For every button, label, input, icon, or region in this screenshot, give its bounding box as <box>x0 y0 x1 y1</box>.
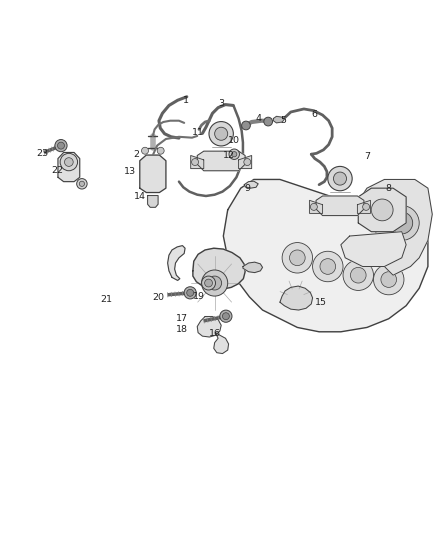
Text: 20: 20 <box>152 293 164 302</box>
Circle shape <box>343 260 374 290</box>
Circle shape <box>333 172 346 185</box>
Circle shape <box>350 268 366 283</box>
Circle shape <box>320 259 336 274</box>
Polygon shape <box>273 116 284 123</box>
Circle shape <box>264 117 272 126</box>
Circle shape <box>374 264 404 295</box>
Text: 4: 4 <box>255 114 261 123</box>
Polygon shape <box>244 181 258 188</box>
Polygon shape <box>316 196 364 215</box>
Circle shape <box>209 122 233 146</box>
Text: 8: 8 <box>386 184 392 192</box>
Circle shape <box>311 204 318 211</box>
Circle shape <box>64 158 73 166</box>
Circle shape <box>229 149 240 159</box>
Circle shape <box>244 158 251 166</box>
Circle shape <box>60 154 78 171</box>
Polygon shape <box>58 152 80 182</box>
Circle shape <box>385 206 419 240</box>
Circle shape <box>242 121 251 130</box>
Circle shape <box>371 199 393 221</box>
Polygon shape <box>214 333 229 353</box>
Circle shape <box>232 151 237 157</box>
Polygon shape <box>197 317 221 337</box>
Polygon shape <box>191 156 204 168</box>
Circle shape <box>157 147 164 154</box>
Text: 15: 15 <box>315 298 327 306</box>
Circle shape <box>215 127 228 140</box>
Circle shape <box>141 147 148 154</box>
Circle shape <box>57 142 64 149</box>
Circle shape <box>290 250 305 265</box>
Circle shape <box>223 313 230 320</box>
Text: 17: 17 <box>176 314 188 323</box>
Polygon shape <box>243 262 262 272</box>
Circle shape <box>184 287 196 299</box>
Circle shape <box>220 310 232 322</box>
Polygon shape <box>193 248 245 289</box>
Text: 2: 2 <box>133 150 139 159</box>
Text: 11: 11 <box>192 128 204 137</box>
Circle shape <box>363 204 370 211</box>
Polygon shape <box>239 156 252 168</box>
Circle shape <box>201 270 228 296</box>
Text: 6: 6 <box>312 110 318 119</box>
Polygon shape <box>140 155 166 192</box>
Circle shape <box>282 243 313 273</box>
Polygon shape <box>358 180 432 275</box>
Circle shape <box>313 251 343 282</box>
Polygon shape <box>197 151 245 171</box>
Circle shape <box>391 212 413 234</box>
Text: 19: 19 <box>194 293 205 302</box>
Circle shape <box>187 289 194 296</box>
Text: 16: 16 <box>208 329 221 338</box>
Text: 14: 14 <box>134 192 146 201</box>
Text: 3: 3 <box>218 99 224 108</box>
Circle shape <box>79 181 85 187</box>
Polygon shape <box>223 180 428 332</box>
Circle shape <box>201 276 215 290</box>
Text: 9: 9 <box>244 184 250 192</box>
Circle shape <box>208 276 222 290</box>
Circle shape <box>55 140 67 152</box>
Text: 13: 13 <box>124 167 136 176</box>
Polygon shape <box>168 246 185 280</box>
Circle shape <box>77 179 87 189</box>
Circle shape <box>328 166 352 191</box>
Text: 21: 21 <box>101 295 113 304</box>
Polygon shape <box>280 286 313 310</box>
Text: 5: 5 <box>280 116 286 125</box>
Text: 1: 1 <box>184 96 189 105</box>
Polygon shape <box>148 196 158 207</box>
Text: 22: 22 <box>51 166 63 175</box>
Text: 7: 7 <box>364 152 370 161</box>
Text: 10: 10 <box>228 136 240 145</box>
Text: 23: 23 <box>36 149 48 158</box>
Polygon shape <box>341 232 406 266</box>
Polygon shape <box>358 188 406 232</box>
Circle shape <box>191 158 198 166</box>
Circle shape <box>381 272 396 287</box>
Text: 18: 18 <box>176 325 188 334</box>
Text: 12: 12 <box>223 151 235 160</box>
Circle shape <box>205 279 212 287</box>
Polygon shape <box>310 200 322 213</box>
Polygon shape <box>357 200 371 213</box>
